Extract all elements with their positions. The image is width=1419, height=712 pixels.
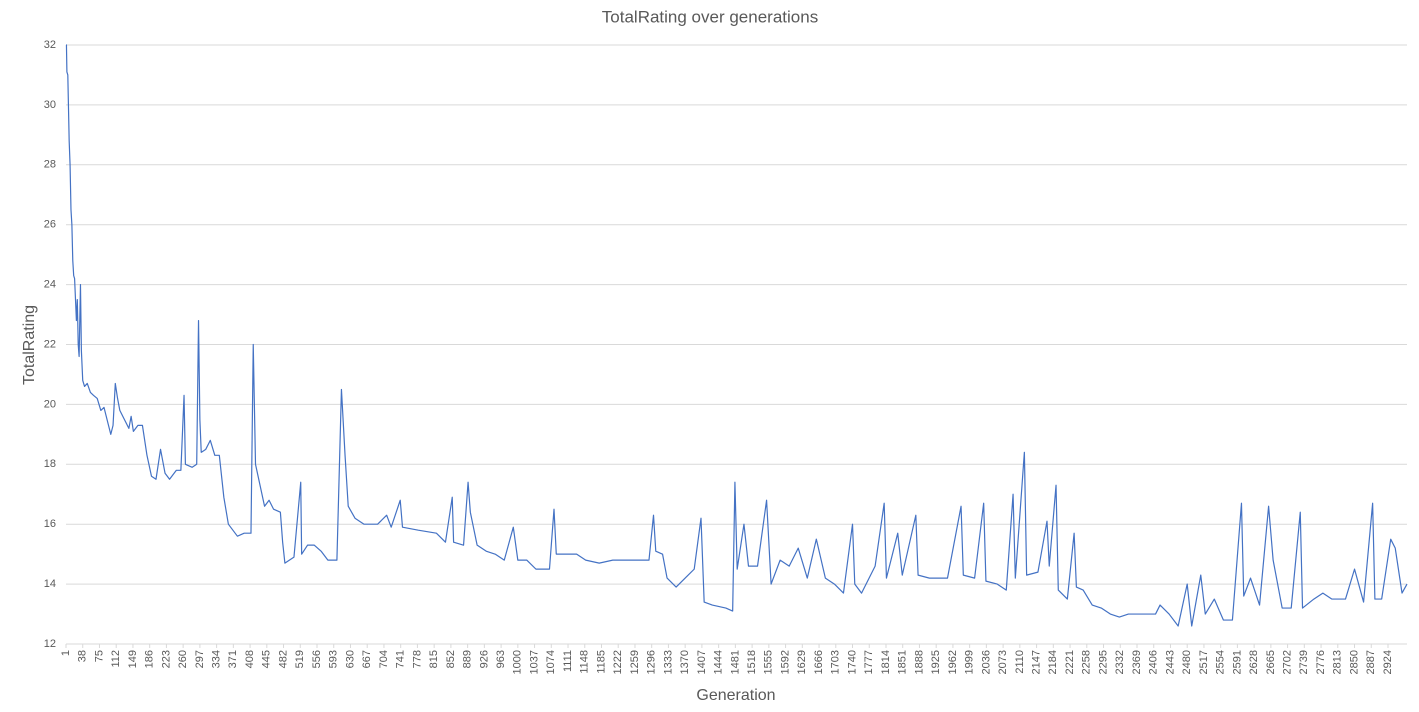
x-tick-label: 1925 [930,650,942,674]
x-tick-label: 1296 [646,650,658,674]
y-tick-label: 32 [44,39,56,51]
x-tick-label: 223 [160,650,172,668]
y-tick-label: 30 [44,99,56,111]
data-line [65,44,1408,627]
x-tick-label: 2517 [1198,650,1210,674]
x-tick-label: 667 [361,650,373,668]
x-tick-label: 2776 [1315,650,1327,674]
x-tick-label: 2184 [1047,650,1059,674]
x-tick-label: 630 [344,650,356,668]
x-tick-label: 1555 [763,650,775,674]
x-tick-label: 778 [411,650,423,668]
y-tick-label: 16 [44,518,56,530]
x-tick-label: 1407 [696,650,708,674]
x-tick-label: 1259 [629,650,641,674]
x-tick-label: 741 [395,650,407,668]
x-tick-label: 149 [127,650,139,668]
x-tick-label: 1333 [662,650,674,674]
y-tick-label: 28 [44,159,56,171]
x-tick-label: 2850 [1348,650,1360,674]
x-tick-label: 1703 [830,650,842,674]
x-tick-label: 2369 [1131,650,1143,674]
x-tick-label: 334 [211,650,223,668]
x-tick-label: 556 [311,650,323,668]
x-tick-label: 1 [60,650,72,656]
x-tick-label: 1777 [863,650,875,674]
x-tick-label: 371 [227,650,239,668]
x-tick-label: 2295 [1097,650,1109,674]
x-tick-label: 1518 [746,650,758,674]
y-tick-label: 18 [44,458,56,470]
x-tick-label: 1444 [713,650,725,674]
x-tick-label: 112 [110,650,122,668]
x-tick-label: 1592 [779,650,791,674]
x-tick-label: 2554 [1215,650,1227,674]
x-tick-label: 1851 [897,650,909,674]
x-tick-label: 1629 [796,650,808,674]
x-tick-label: 2887 [1365,650,1377,674]
x-tick-label: 593 [328,650,340,668]
x-tick-label: 2147 [1030,650,1042,674]
x-tick-label: 704 [378,650,390,668]
x-tick-label: 2480 [1181,650,1193,674]
x-tick-label: 852 [445,650,457,668]
y-tick-label: 22 [44,338,56,350]
x-tick-label: 2665 [1265,650,1277,674]
x-tick-label: 1666 [813,650,825,674]
x-tick-label: 1074 [545,650,557,674]
x-tick-label: 186 [144,650,156,668]
x-tick-label: 963 [495,650,507,668]
x-tick-label: 2739 [1298,650,1310,674]
x-tick-label: 1962 [947,650,959,674]
x-tick-label: 815 [428,650,440,668]
x-tick-label: 38 [77,650,89,662]
x-tick-label: 519 [294,650,306,668]
x-tick-label: 1000 [512,650,524,674]
x-tick-label: 75 [93,650,105,662]
x-tick-label: 1370 [679,650,691,674]
x-tick-label: 1814 [880,650,892,674]
x-tick-label: 1999 [964,650,976,674]
y-axis-title: TotalRating [21,305,38,385]
x-tick-label: 1111 [562,650,574,672]
x-tick-label: 2924 [1382,650,1394,674]
y-tick-label: 26 [44,219,56,231]
y-tick-label: 14 [44,578,56,590]
x-tick-label: 297 [194,650,206,668]
x-tick-label: 2702 [1282,650,1294,674]
y-tick-label: 20 [44,398,56,410]
y-tick-label: 12 [44,638,56,650]
x-tick-label: 1222 [612,650,624,674]
x-tick-label: 1888 [913,650,925,674]
x-tick-label: 2443 [1164,650,1176,674]
x-tick-label: 1148 [579,650,591,674]
x-tick-label: 2332 [1114,650,1126,674]
x-tick-label: 445 [261,650,273,668]
x-tick-label: 2591 [1231,650,1243,674]
x-tick-label: 2036 [980,650,992,674]
x-tick-label: 1481 [729,650,741,674]
x-tick-label: 2628 [1248,650,1260,674]
x-tick-label: 1185 [595,650,607,674]
chart-title: TotalRating over generations [602,7,818,26]
x-tick-label: 2258 [1081,650,1093,674]
x-tick-label: 1740 [846,650,858,674]
x-tick-label: 2073 [997,650,1009,674]
x-tick-label: 408 [244,650,256,668]
x-tick-label: 482 [277,650,289,668]
x-tick-label: 2221 [1064,650,1076,674]
x-tick-label: 926 [478,650,490,668]
x-tick-label: 2406 [1148,650,1160,674]
y-tick-label: 24 [44,279,56,291]
x-tick-label: 889 [462,650,474,668]
x-axis-title: Generation [696,687,775,704]
x-tick-label: 260 [177,650,189,668]
x-tick-label: 2813 [1332,650,1344,674]
x-tick-label: 1037 [528,650,540,674]
x-tick-label: 2110 [1014,650,1026,674]
